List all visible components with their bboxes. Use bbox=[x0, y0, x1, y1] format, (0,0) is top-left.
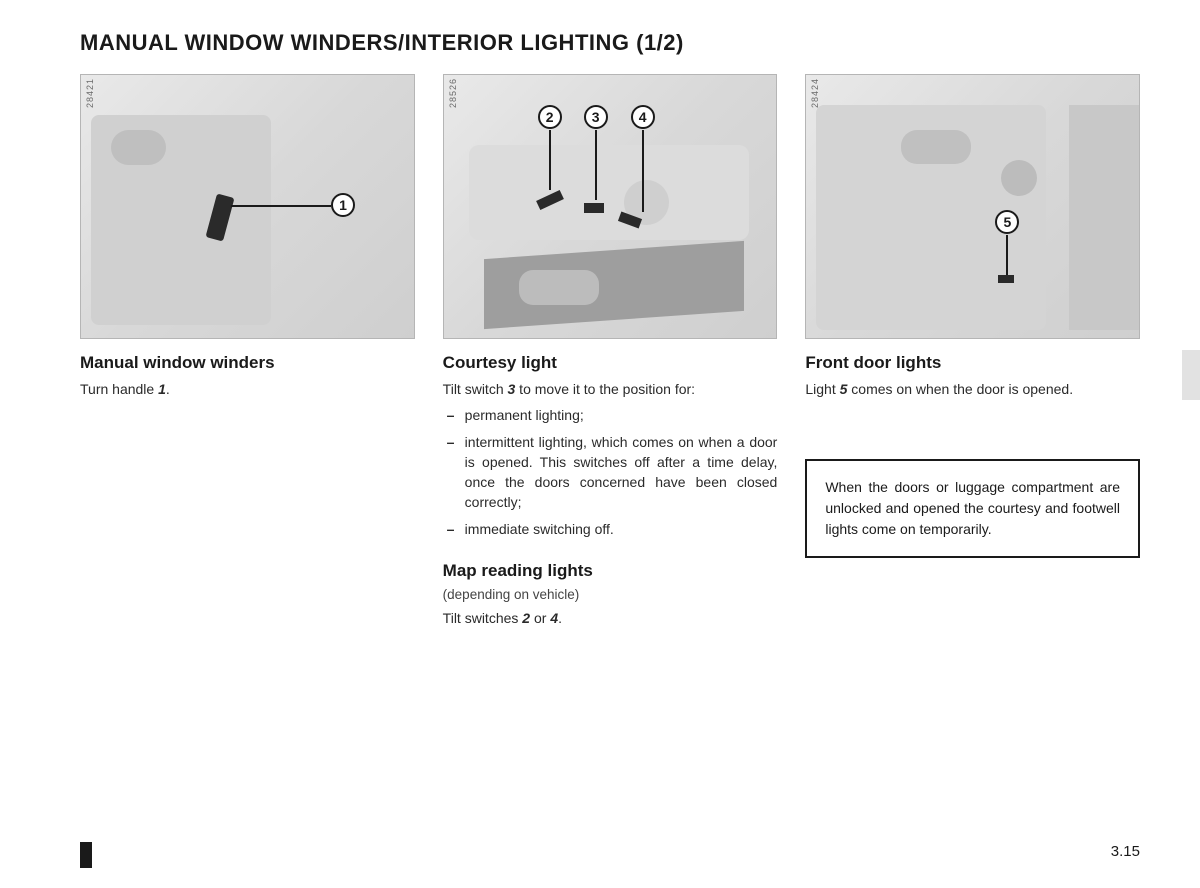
text-manual-winders: Turn handle 1. bbox=[80, 379, 415, 399]
page-title: MANUAL WINDOW WINDERS/INTERIOR LIGHTING … bbox=[80, 30, 1140, 56]
ref-2: 2 bbox=[522, 610, 530, 626]
page-number: 3.15 bbox=[1111, 843, 1140, 860]
heading-manual-winders: Manual window winders bbox=[80, 353, 415, 373]
figure-front-door-lights: 28424 5 bbox=[805, 74, 1140, 339]
title-main: MANUAL WINDOW WINDERS/INTERIOR LIGHTING bbox=[80, 30, 636, 55]
leader-line-1 bbox=[231, 205, 331, 207]
leader-line-3 bbox=[595, 130, 597, 200]
text-post: comes on when the door is opened. bbox=[847, 381, 1073, 397]
courtesy-bullets: permanent lighting; intermittent lightin… bbox=[443, 405, 778, 539]
callout-4: 4 bbox=[631, 105, 655, 129]
door-light-shape bbox=[998, 275, 1014, 283]
text-post: . bbox=[166, 381, 170, 397]
callout-2: 2 bbox=[538, 105, 562, 129]
switch-3-shape bbox=[584, 203, 604, 213]
ref-4: 4 bbox=[550, 610, 558, 626]
columns: 28421 1 Manual window winders Turn handl… bbox=[80, 74, 1140, 628]
text-post: . bbox=[558, 610, 562, 626]
side-tab bbox=[1182, 350, 1200, 400]
heading-courtesy-light: Courtesy light bbox=[443, 353, 778, 373]
door-handle-shape bbox=[901, 130, 971, 164]
text-pre: Light bbox=[805, 381, 839, 397]
image-id-label: 28424 bbox=[810, 78, 820, 108]
info-box: When the doors or luggage compartment ar… bbox=[805, 459, 1140, 558]
column-left: 28421 1 Manual window winders Turn handl… bbox=[80, 74, 415, 628]
column-center: 28526 2 3 4 Courtesy light Til bbox=[443, 74, 778, 628]
text-pre: Turn handle bbox=[80, 381, 158, 397]
courtesy-intro: Tilt switch 3 to move it to the position… bbox=[443, 379, 778, 399]
callout-3: 3 bbox=[584, 105, 608, 129]
image-id-label: 28526 bbox=[448, 78, 458, 108]
footer-mark bbox=[80, 842, 92, 868]
column-right: 28424 5 Front door lights Light 5 comes … bbox=[805, 74, 1140, 628]
title-sub: (1/2) bbox=[636, 30, 684, 55]
leader-line-2 bbox=[549, 130, 551, 190]
text-mid: or bbox=[530, 610, 550, 626]
text-pre: Tilt switches bbox=[443, 610, 523, 626]
leader-line-4 bbox=[642, 130, 644, 212]
front-door-text: Light 5 comes on when the door is opened… bbox=[805, 379, 1140, 399]
figure-window-winder: 28421 1 bbox=[80, 74, 415, 339]
heading-map-lights: Map reading lights bbox=[443, 561, 778, 581]
leader-line-5 bbox=[1006, 235, 1008, 275]
figure-courtesy-light: 28526 2 3 4 bbox=[443, 74, 778, 339]
map-lights-text: Tilt switches 2 or 4. bbox=[443, 608, 778, 628]
text-pre: Tilt switch bbox=[443, 381, 508, 397]
bullet-permanent: permanent lighting; bbox=[443, 405, 778, 425]
roof-console-shape bbox=[469, 145, 749, 240]
note-depending: (depending on vehicle) bbox=[443, 587, 778, 602]
callout-1: 1 bbox=[331, 193, 355, 217]
door-handle-shape bbox=[111, 130, 166, 165]
manual-page: MANUAL WINDOW WINDERS/INTERIOR LIGHTING … bbox=[0, 0, 1200, 888]
mirror-shape bbox=[519, 270, 599, 305]
bullet-intermittent: intermittent lighting, which comes on wh… bbox=[443, 432, 778, 513]
heading-front-door-lights: Front door lights bbox=[805, 353, 1140, 373]
sill-shape bbox=[1069, 105, 1139, 330]
image-id-label: 28421 bbox=[85, 78, 95, 108]
ref-1: 1 bbox=[158, 381, 166, 397]
text-post: to move it to the position for: bbox=[515, 381, 695, 397]
bullet-off: immediate switching off. bbox=[443, 519, 778, 539]
